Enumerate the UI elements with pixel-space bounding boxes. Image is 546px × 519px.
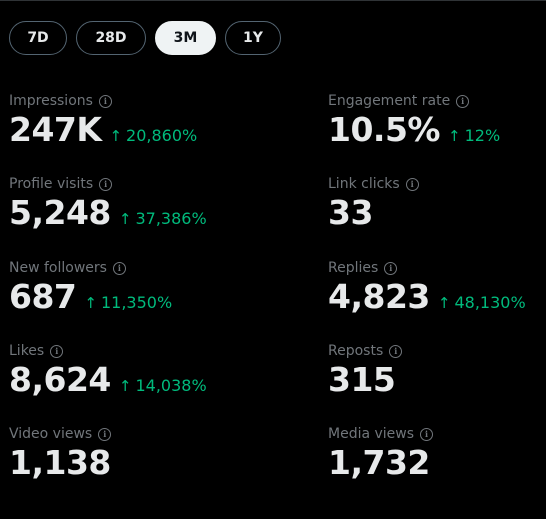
metric-replies: Replies i 4,823 ↑ 48,130%: [328, 259, 546, 316]
arrow-up-icon: ↑: [84, 294, 97, 312]
metric-label: Profile visits: [9, 176, 94, 192]
metric-change: ↑ 20,860%: [109, 126, 197, 145]
metric-value: 247K: [9, 110, 102, 149]
metric-change-value: 14,038%: [135, 376, 207, 395]
metric-change-value: 37,386%: [135, 209, 207, 228]
metric-value-row: 1,138: [9, 444, 259, 482]
metric-label-row: Video views i: [9, 425, 259, 443]
metric-value: 4,823: [328, 277, 430, 316]
metric-profile-visits: Profile visits i 5,248 ↑ 37,386%: [9, 175, 259, 232]
metric-change: ↑ 11,350%: [84, 293, 172, 312]
arrow-up-icon: ↑: [109, 127, 123, 145]
metric-value: 10.5%: [328, 110, 441, 149]
metric-change: ↑ 48,130%: [438, 293, 526, 312]
info-icon[interactable]: i: [405, 177, 419, 191]
metric-value: 687: [9, 277, 77, 316]
metric-label: New followers: [9, 260, 107, 276]
time-range-tabs: 7D 28D 3M 1Y: [9, 21, 290, 55]
metric-change: ↑ 14,038%: [119, 376, 207, 395]
metric-video-views: Video views i 1,138: [9, 425, 259, 482]
range-tab-28d[interactable]: 28D: [76, 21, 146, 55]
metric-link-clicks: Link clicks i 33: [328, 175, 546, 232]
metric-value: 8,624: [9, 360, 111, 399]
metric-value: 1,138: [9, 443, 111, 482]
metric-value: 1,732: [328, 443, 430, 482]
metric-media-views: Media views i 1,732: [328, 425, 546, 482]
metric-value-row: 687 ↑ 11,350%: [9, 278, 259, 316]
metric-label: Link clicks: [328, 176, 400, 192]
arrow-up-icon: ↑: [448, 127, 461, 145]
metric-label: Replies: [328, 260, 379, 276]
metric-value-row: 10.5% ↑ 12%: [328, 111, 546, 149]
metric-label: Likes: [9, 343, 45, 359]
info-icon[interactable]: i: [112, 261, 126, 275]
metric-label-row: Impressions i: [9, 92, 259, 110]
metric-label-row: New followers i: [9, 259, 259, 277]
metric-label-row: Media views i: [328, 425, 546, 443]
metric-value-row: 8,624 ↑ 14,038%: [9, 361, 259, 399]
info-icon[interactable]: i: [389, 344, 403, 358]
metric-value: 5,248: [9, 193, 111, 232]
metric-value-row: 247K ↑ 20,860%: [9, 111, 259, 149]
metric-reposts: Reposts i 315: [328, 342, 546, 399]
info-icon[interactable]: i: [456, 94, 470, 108]
metric-label-row: Reposts i: [328, 342, 546, 360]
info-icon[interactable]: i: [420, 427, 434, 441]
info-icon[interactable]: i: [98, 427, 112, 441]
metric-label-row: Likes i: [9, 342, 259, 360]
top-divider: [0, 0, 546, 1]
info-icon[interactable]: i: [99, 177, 113, 191]
metric-value-row: 33: [328, 194, 546, 232]
info-icon[interactable]: i: [384, 261, 398, 275]
metric-label-row: Engagement rate i: [328, 92, 546, 110]
info-icon[interactable]: i: [50, 344, 64, 358]
range-tab-3m[interactable]: 3M: [155, 21, 216, 55]
metric-impressions: Impressions i 247K ↑ 20,860%: [9, 92, 259, 149]
metric-label-row: Profile visits i: [9, 175, 259, 193]
metric-likes: Likes i 8,624 ↑ 14,038%: [9, 342, 259, 399]
metric-new-followers: New followers i 687 ↑ 11,350%: [9, 259, 259, 316]
metric-label: Engagement rate: [328, 93, 451, 109]
arrow-up-icon: ↑: [118, 210, 132, 228]
metric-label-row: Link clicks i: [328, 175, 546, 193]
range-tab-1y[interactable]: 1Y: [225, 21, 281, 55]
metric-value-row: 4,823 ↑ 48,130%: [328, 278, 546, 316]
arrow-up-icon: ↑: [437, 294, 451, 312]
metric-change-value: 20,860%: [126, 126, 198, 145]
metric-value-row: 315: [328, 361, 546, 399]
info-icon[interactable]: i: [98, 94, 112, 108]
metric-value: 315: [328, 360, 396, 399]
metric-value-row: 5,248 ↑ 37,386%: [9, 194, 259, 232]
metric-label: Impressions: [9, 93, 93, 109]
metric-engagement-rate: Engagement rate i 10.5% ↑ 12%: [328, 92, 546, 149]
metric-label-row: Replies i: [328, 259, 546, 277]
metric-change-value: 48,130%: [454, 293, 526, 312]
arrow-up-icon: ↑: [118, 377, 132, 395]
metric-value: 33: [328, 193, 373, 232]
metric-label: Media views: [328, 426, 415, 442]
range-tab-7d[interactable]: 7D: [9, 21, 67, 55]
metric-change-value: 11,350%: [100, 293, 173, 312]
metric-change: ↑ 37,386%: [119, 209, 207, 228]
metric-label: Reposts: [328, 343, 384, 359]
metric-change-value: 12%: [464, 126, 501, 145]
metric-change: ↑ 12%: [448, 126, 500, 145]
metric-value-row: 1,732: [328, 444, 546, 482]
metric-label: Video views: [9, 426, 93, 442]
